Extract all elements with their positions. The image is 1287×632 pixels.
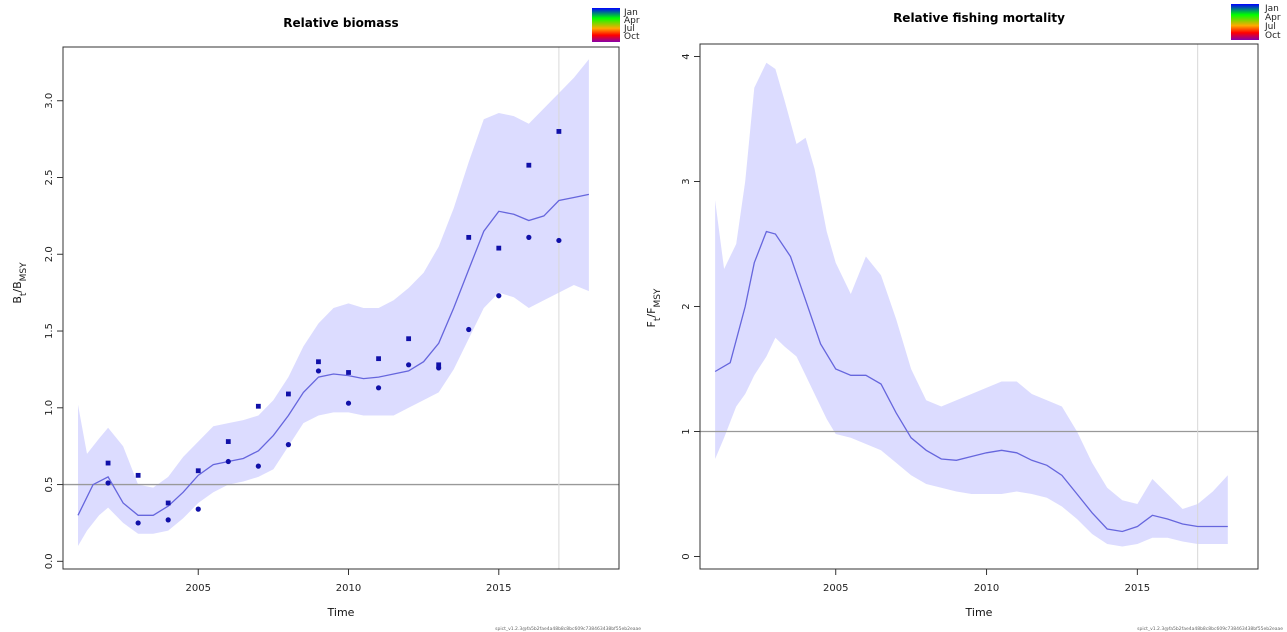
relative-biomass-panel: Relative biomass 2005 2010 2015 0.0 0.5 1.0 1.… — [11, 8, 641, 632]
estimate-series-line — [714, 230, 1228, 533]
observation-point — [135, 472, 141, 478]
ci-band — [78, 59, 589, 547]
season-label-apr: Apr — [624, 16, 640, 26]
season-label-apr: Apr — [1265, 13, 1281, 23]
observation-point — [496, 245, 502, 251]
x-tick-label: 2010 — [974, 583, 999, 594]
observation-point — [195, 468, 201, 474]
observation-point — [526, 234, 532, 240]
observation-point — [526, 162, 532, 168]
y-tick-label: 3.0 — [44, 93, 55, 109]
reference-lines — [700, 44, 1258, 569]
observation-point — [556, 129, 562, 134]
observation-point — [165, 500, 171, 506]
observation-point — [135, 520, 141, 526]
y-tick-label: 4 — [681, 53, 692, 59]
y-tick-label: 0.0 — [44, 553, 55, 569]
plot-frame — [699, 43, 1259, 570]
x-axis-label: Time — [965, 606, 993, 619]
footnote: spict_v1.2.3@fa5b2fae4a48b8c8bc609c73846… — [495, 626, 641, 632]
season-legend: Jan Apr Jul Oct — [592, 8, 640, 42]
observation-point — [195, 506, 201, 512]
y-tick-label: 2 — [681, 303, 692, 309]
observation-point — [105, 480, 111, 486]
footnote: spict_v1.2.3@fa5b2fae4a48b8c8bc609c73846… — [1137, 626, 1283, 632]
axes: 2005 2010 2015 0.0 0.5 1.0 1.5 2.0 2.5 3.0 — [44, 93, 512, 594]
x-axis-label: Time — [327, 606, 355, 619]
relative-fishing-mortality-panel: Relative fishing mortality 2005 2010 2015 0… — [645, 4, 1283, 632]
observation-points — [105, 129, 562, 526]
observation-point — [406, 362, 412, 368]
observation-point — [436, 365, 442, 371]
y-tick-label: 1 — [681, 428, 692, 434]
season-label-jan: Jan — [623, 8, 638, 18]
observation-point — [285, 442, 292, 448]
y-tick-label: 1.5 — [44, 323, 55, 339]
season-label-jul: Jul — [1264, 22, 1276, 32]
observation-point — [316, 359, 321, 365]
y-axis-label: Ft/FMSY — [645, 288, 663, 327]
observation-point — [225, 458, 231, 465]
observation-point — [406, 336, 412, 342]
observation-point — [255, 403, 261, 409]
y-tick-label: 2.0 — [44, 246, 55, 262]
chart-title: Relative biomass — [283, 16, 398, 30]
observation-point — [496, 293, 502, 299]
plot-frame — [62, 46, 620, 570]
observation-point — [556, 237, 562, 244]
observation-point — [225, 439, 231, 444]
season-label-jan: Jan — [1264, 4, 1279, 14]
observation-point — [165, 517, 171, 523]
observation-point — [346, 370, 351, 375]
observation-point — [255, 463, 261, 469]
observation-point — [466, 234, 472, 240]
observation-point — [466, 326, 472, 333]
reference-lines — [63, 47, 619, 569]
x-tick-label: 2005 — [823, 583, 848, 594]
season-legend: Jan Apr Jul Oct — [1231, 4, 1281, 41]
season-label-jul: Jul — [623, 24, 635, 34]
axes: 2005 2010 2015 0 1 2 3 4 — [681, 53, 1150, 594]
observation-point — [345, 400, 352, 406]
y-tick-label: 0 — [681, 553, 692, 559]
season-color-bar — [592, 8, 620, 42]
x-tick-label: 2015 — [486, 583, 511, 594]
observation-point — [375, 385, 382, 391]
x-tick-label: 2005 — [186, 583, 211, 594]
observation-point — [376, 356, 381, 362]
estimate-line — [714, 230, 1228, 533]
confidence-band — [715, 62, 1228, 547]
ci-band — [715, 62, 1228, 547]
chart-title: Relative fishing mortality — [893, 11, 1065, 25]
observation-point — [315, 368, 322, 374]
observation-point — [286, 391, 291, 397]
y-tick-label: 0.5 — [44, 477, 55, 493]
x-tick-label: 2010 — [336, 583, 361, 594]
y-axis-label: Bt/BMSY — [11, 262, 29, 304]
estimate-series-line — [77, 193, 590, 516]
estimate-line — [77, 193, 590, 516]
confidence-band — [78, 59, 589, 547]
observation-point — [436, 362, 442, 368]
season-color-bar — [1231, 4, 1259, 40]
y-tick-label: 3 — [681, 178, 692, 184]
observation-point — [105, 460, 111, 466]
y-tick-label: 1.0 — [44, 400, 55, 416]
season-label-oct: Oct — [1265, 31, 1281, 41]
y-tick-label: 2.5 — [44, 170, 55, 186]
season-label-oct: Oct — [624, 32, 640, 42]
x-tick-label: 2015 — [1125, 583, 1150, 594]
